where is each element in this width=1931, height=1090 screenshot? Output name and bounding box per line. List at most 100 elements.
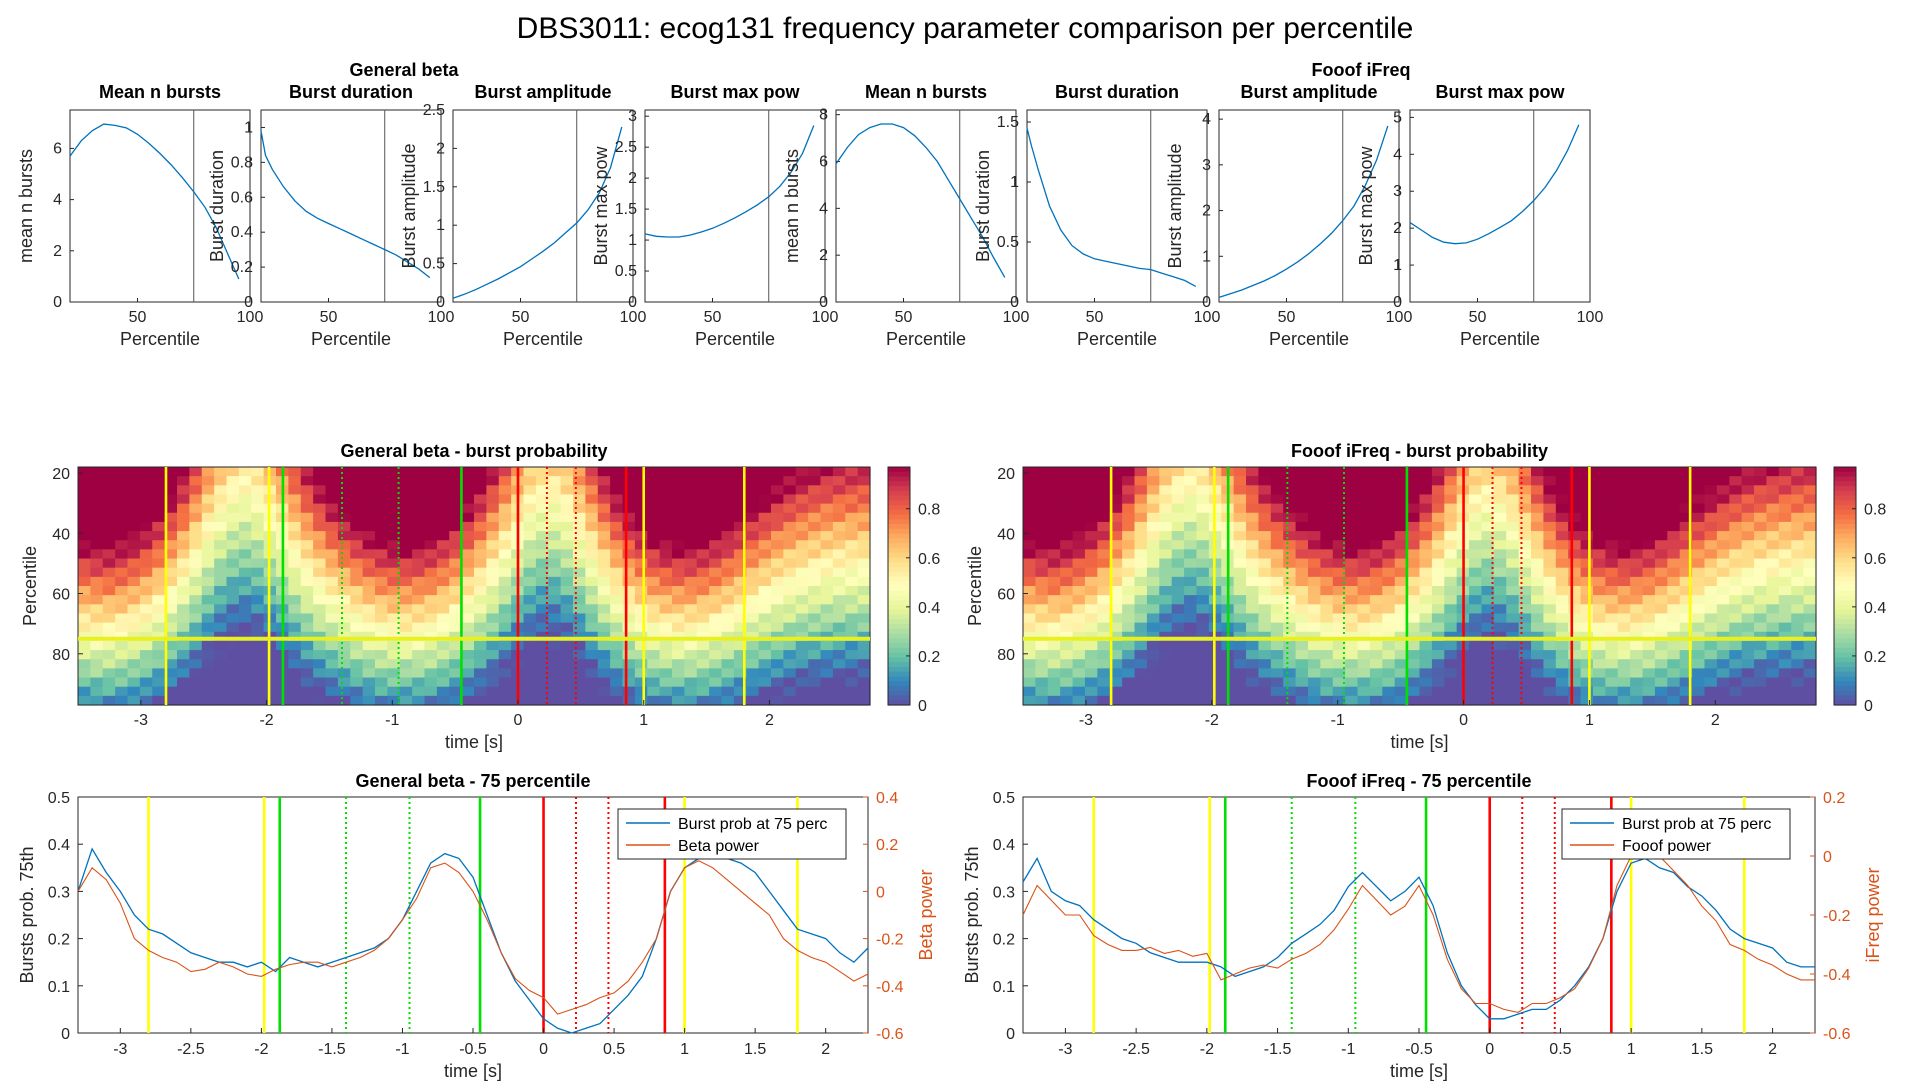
heatmap-cell (461, 586, 475, 596)
heatmap-cell (1481, 613, 1495, 624)
heatmap-cell (721, 503, 735, 514)
heatmap-cell (288, 558, 302, 569)
data-line (260, 130, 431, 279)
heatmap-cell (845, 686, 859, 697)
heatmap-cell (709, 668, 723, 679)
heatmap-cell (535, 677, 549, 688)
heatmap-cell (449, 686, 463, 697)
heatmap-cell (139, 668, 153, 679)
heatmap-cell (1469, 659, 1483, 669)
heatmap-cell (1704, 549, 1718, 560)
heatmap-cell (1270, 521, 1284, 532)
colorbar-cell (1834, 538, 1856, 544)
heatmap-cell (1654, 485, 1668, 496)
heatmap-cell (820, 622, 834, 633)
heatmap-cell (1369, 549, 1383, 560)
heatmap-cell (164, 613, 178, 624)
heatmap-cell (1159, 686, 1173, 697)
heatmap-cell (1407, 622, 1421, 633)
heatmap-cell (424, 631, 438, 642)
heatmap-cell (845, 476, 859, 486)
heatmap-cell (387, 521, 401, 532)
heatmap-cell (1555, 677, 1569, 688)
heatmap-cell (1072, 494, 1086, 505)
heatmap-cell (1704, 521, 1718, 532)
heatmap-cell (758, 604, 772, 615)
burst-prob-line (77, 847, 869, 1034)
heatmap-cell (585, 576, 599, 587)
heatmap-cell (412, 604, 426, 615)
heatmap-cell (115, 521, 129, 532)
heatmap-cell (1307, 576, 1321, 587)
heatmap-cell (1060, 631, 1074, 642)
heatmap-cell (1159, 613, 1173, 624)
heatmap-cell (164, 695, 178, 706)
y-axis-label: Bursts prob. 75th (17, 846, 37, 983)
heatmap-cell (214, 668, 228, 679)
x-tick-label: -1 (385, 712, 399, 729)
heatmap-cell (1258, 494, 1272, 505)
heatmap-cell (177, 476, 190, 486)
heatmap-cell (238, 494, 252, 505)
heatmap-cell (1531, 567, 1545, 578)
heatmap-cell (1667, 613, 1681, 624)
heatmap-cell (214, 476, 228, 486)
heatmap-cell (1072, 558, 1086, 569)
heatmap-cell (684, 512, 698, 523)
heatmap-cell (189, 531, 203, 541)
heatmap-cell (1654, 631, 1668, 642)
heatmap-cell (498, 558, 512, 569)
heatmap-cell (78, 604, 91, 615)
heatmap-cell (1084, 631, 1098, 642)
heatmap-cell (1506, 476, 1520, 486)
heatmap-cell (1667, 540, 1681, 550)
heatmap-cell (684, 613, 698, 624)
heatmap-cell (1531, 686, 1545, 697)
colorbar-cell (888, 676, 910, 682)
heatmap-cell (622, 695, 636, 706)
heatmap-cell (1555, 668, 1569, 679)
heatmap-cell (288, 650, 302, 660)
heatmap-cell (412, 668, 426, 679)
heatmap-cell (1407, 549, 1421, 560)
heatmap-cell (1518, 567, 1532, 578)
heatmap-cell (1246, 595, 1260, 605)
heatmap-cell (647, 668, 661, 679)
heatmap-cell (1332, 503, 1346, 514)
x-axis-label: Percentile (886, 329, 966, 349)
heatmap-cell (1369, 631, 1383, 642)
legend-box (1561, 808, 1791, 860)
heatmap-cell (845, 558, 859, 569)
heatmap-cell (746, 595, 760, 605)
heatmap-cell (226, 668, 240, 679)
heatmap-cell (1617, 549, 1631, 560)
heatmap-cell (214, 540, 228, 550)
heatmap-cell (115, 613, 129, 624)
heatmap-cell (461, 668, 475, 679)
heatmap-cell (535, 668, 549, 679)
heatmap-cell (1419, 521, 1433, 532)
heatmap-cell (1196, 650, 1210, 660)
heatmap-cell (1184, 467, 1198, 477)
heatmap-cell (535, 476, 549, 486)
heatmap-cell (1184, 622, 1198, 633)
x-tick-label: 100 (620, 309, 647, 326)
heatmap-cell (1184, 613, 1198, 624)
heatmap-cell (1654, 476, 1668, 486)
heatmap-cell (90, 668, 104, 679)
heatmap-cell (1493, 558, 1507, 569)
heatmap-cell (1679, 521, 1693, 532)
heatmap-cell (1469, 622, 1483, 633)
heatmap-cell (90, 613, 104, 624)
heatmap-cell (139, 512, 153, 523)
heatmap-cell (1035, 476, 1049, 486)
heatmap-cell (659, 467, 673, 477)
heatmap-cell (1047, 668, 1061, 679)
colorbar-cell (1834, 633, 1856, 639)
heatmap-cell (412, 567, 426, 578)
heatmap-cell (1184, 631, 1198, 642)
heatmap-cell (461, 686, 475, 697)
heatmap-cell (399, 467, 413, 477)
heatmap-cell (362, 567, 376, 578)
